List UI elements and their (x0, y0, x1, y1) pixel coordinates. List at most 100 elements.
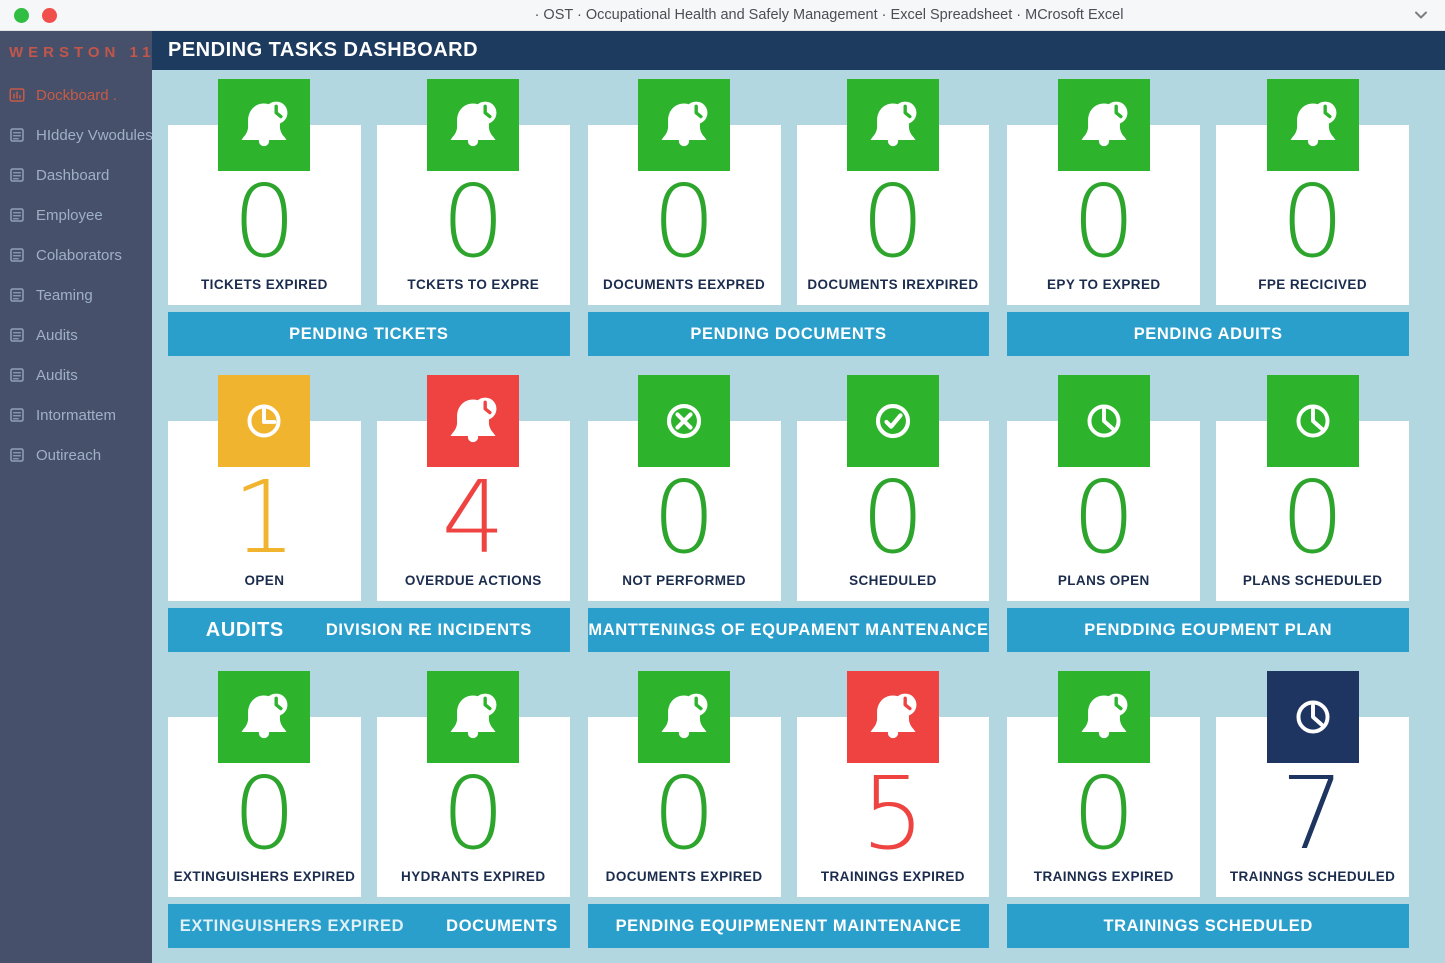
stat-card-scheduled[interactable]: 0 SCHEDULED (796, 375, 990, 601)
modules-icon (8, 126, 26, 144)
stat-card-trainings-expired[interactable]: 5 TRAININGS EXPIRED (796, 671, 990, 897)
chevron-down-icon[interactable] (1411, 5, 1431, 25)
sidebar-nav: Dockboard . HIddey Vwodules Dashboard Em… (0, 75, 153, 475)
close-window-button[interactable] (42, 7, 57, 23)
circle-x-icon (638, 375, 731, 467)
minimize-window-button[interactable] (14, 7, 29, 23)
stat-label: DOCUMENTS IREXPIRED (807, 277, 979, 292)
stat-card-plans-open[interactable]: 0 PLANS OPEN (1007, 375, 1201, 601)
bell-clock-icon (638, 671, 731, 763)
stat-card-overdue-actions[interactable]: 4 OVERDUE ACTIONS (376, 375, 570, 601)
sidebar: WERSTON 114 Dockboard . HIddey Vwodules … (0, 31, 169, 963)
group-footer-pending-audits[interactable]: PENDING ADUITS (1007, 312, 1410, 356)
stat-value: 0 (1071, 163, 1136, 280)
stat-label: NOT PERFORMED (622, 573, 746, 588)
group-pending-documents: 0 DOCUMENTS EEXPRED 0 DOCUMENTS IREXPIRE… (587, 79, 990, 356)
group-footer-equipment-plan[interactable]: PENDDING EOUPMENT PLAN (1007, 608, 1410, 652)
audits-icon (8, 326, 26, 344)
stat-value: 0 (652, 755, 716, 872)
sidebar-item-dockboard[interactable]: Dockboard . (0, 75, 152, 115)
sidebar-item-label: Outireach (36, 446, 102, 464)
stat-value: 0 (652, 163, 716, 280)
outreach-icon (8, 446, 26, 464)
group-footer-label: PENDING EQUIPMENENT MAINTENANCE (615, 916, 962, 935)
bell-clock-icon (638, 79, 731, 171)
stat-label: DOCUMENTS EXPIRED (605, 869, 763, 884)
stat-card-not-performed[interactable]: 0 NOT PERFORMED (587, 375, 781, 601)
group-pending-audits: 0 EPY TO EXPRED 0 FPE RECICIVED PENDING … (1007, 79, 1410, 356)
group-pending-equipment-plan: 0 PLANS OPEN 0 PLANS SCHEDULED PENDDING … (1007, 375, 1410, 652)
group-footer-label: PENDING ADUITS (1133, 324, 1283, 343)
page-title: PENDING TASKS DASHBOARD (168, 39, 479, 61)
bell-clock-icon (1266, 79, 1359, 171)
group-footer-label: PENDDING EOUPMENT PLAN (1084, 620, 1333, 639)
audits-icon (8, 366, 26, 384)
stat-card-documents-to-expire[interactable]: 0 DOCUMENTS IREXPIRED (796, 79, 990, 305)
circle-check-icon (846, 375, 939, 467)
stat-value: 0 (232, 163, 297, 280)
app-brand: WERSTON 114 (9, 44, 169, 61)
group-footer-label: EXTINGUISHERS EXPIRED (179, 916, 405, 935)
sidebar-item-intormattem[interactable]: Intormattem (0, 395, 152, 435)
group-footer-audits[interactable]: AUDITS DIVISION RE INCIDENTS (168, 608, 570, 652)
stat-card-epy-to-expire[interactable]: 0 EPY TO EXPRED (1007, 79, 1201, 305)
bell-clock-icon (1057, 671, 1150, 763)
bell-clock-icon (846, 79, 939, 171)
stat-value: 0 (1071, 755, 1136, 872)
sidebar-item-employee[interactable]: Employee (0, 195, 152, 235)
stat-card-tickets-expired[interactable]: 0 TICKETS EXPIRED (168, 79, 361, 305)
sidebar-item-hidden-modules[interactable]: HIddey Vwodules (0, 115, 153, 155)
stat-label: SCHEDULED (849, 573, 937, 588)
stat-label: PLANS SCHEDULED (1242, 573, 1383, 588)
stat-card-fpe-received[interactable]: 0 FPE RECICIVED (1216, 79, 1410, 305)
sidebar-item-audits[interactable]: Audits (0, 315, 152, 355)
group-footer-equipment-maintenance[interactable]: PENDING EQUIPMENENT MAINTENANCE (587, 904, 990, 948)
group-footer-label: MANTTENINGS OF EQUPAMENT MANTENANCE (588, 620, 989, 639)
sidebar-item-label: Teaming (36, 286, 93, 304)
stat-card-trainings-scheduled[interactable]: 7 TRAINNGS SCHEDULED (1216, 671, 1410, 897)
group-footer-label: PENDING DOCUMENTS (690, 324, 887, 343)
stat-label: PLANS OPEN (1057, 573, 1150, 588)
sidebar-item-label: Dashboard (36, 166, 110, 184)
sidebar-item-outireach[interactable]: Outireach (0, 435, 152, 475)
stat-value: 0 (1280, 459, 1345, 576)
stat-card-extinguishers-expired[interactable]: 0 EXTINGUISHERS EXPIRED (168, 671, 361, 897)
stat-card-documents-expired[interactable]: 0 DOCUMENTS EEXPRED (587, 79, 781, 305)
colaborators-icon (8, 246, 26, 264)
stat-value: 0 (861, 459, 925, 576)
dashboard-content: 0 TICKETS EXPIRED 0 TCKETS TO EXPRE PEND… (152, 70, 1445, 963)
stat-card-trainings-expired-2[interactable]: 0 TRAINNGS EXPIRED (1007, 671, 1201, 897)
dashboard-row: 0 TICKETS EXPIRED 0 TCKETS TO EXPRE PEND… (168, 79, 1410, 356)
stat-card-documents-expired-2[interactable]: 0 DOCUMENTS EXPIRED (587, 671, 781, 897)
group-footer-label: TRAININGS SCHEDULED (1103, 916, 1313, 935)
group-footer-label: AUDITS (205, 618, 284, 641)
stat-card-tickets-to-expire[interactable]: 0 TCKETS TO EXPRE (376, 79, 570, 305)
bell-clock-icon (1057, 79, 1150, 171)
group-footer-label: PENDING TICKETS (289, 324, 449, 343)
dashboard-row: 0 EXTINGUISHERS EXPIRED 0 HYDRANTS EXPIR… (168, 671, 1410, 948)
group-footer-maintenance[interactable]: MANTTENINGS OF EQUPAMENT MANTENANCE (587, 608, 990, 652)
group-footer-trainings-scheduled[interactable]: TRAININGS SCHEDULED (1007, 904, 1410, 948)
stat-card-open[interactable]: 1 OPEN (168, 375, 361, 601)
stat-label: DOCUMENTS EEXPRED (603, 277, 766, 292)
group-footer-extinguishers[interactable]: EXTINGUISHERS EXPIRED DOCUMENTS (168, 904, 570, 948)
group-audits-incidents: 1 OPEN 4 OVERDUE ACTIONS AUDITS DIVISION… (168, 375, 570, 652)
stat-card-plans-scheduled[interactable]: 0 PLANS SCHEDULED (1216, 375, 1410, 601)
group-footer-pending-tickets[interactable]: PENDING TICKETS (168, 312, 570, 356)
stat-value: 5 (861, 755, 925, 872)
bell-clock-icon (427, 79, 520, 171)
bell-clock-icon (846, 671, 939, 763)
dashboard-row: 1 OPEN 4 OVERDUE ACTIONS AUDITS DIVISION… (168, 375, 1410, 652)
employee-icon (8, 206, 26, 224)
sidebar-item-colaborators[interactable]: Colaborators (0, 235, 152, 275)
sidebar-item-dashboard[interactable]: Dashboard (0, 155, 152, 195)
stat-value: 7 (1280, 755, 1345, 872)
sidebar-item-teaming[interactable]: Teaming (0, 275, 152, 315)
clock-icon (1266, 671, 1359, 763)
sidebar-item-label: Colaborators (36, 246, 122, 264)
stat-label: OPEN (244, 573, 285, 588)
sidebar-item-audits-2[interactable]: Audits (0, 355, 152, 395)
group-footer-pending-documents[interactable]: PENDING DOCUMENTS (587, 312, 990, 356)
sidebar-item-label: Audits (36, 326, 78, 344)
stat-card-hydrants-expired[interactable]: 0 HYDRANTS EXPIRED (376, 671, 570, 897)
